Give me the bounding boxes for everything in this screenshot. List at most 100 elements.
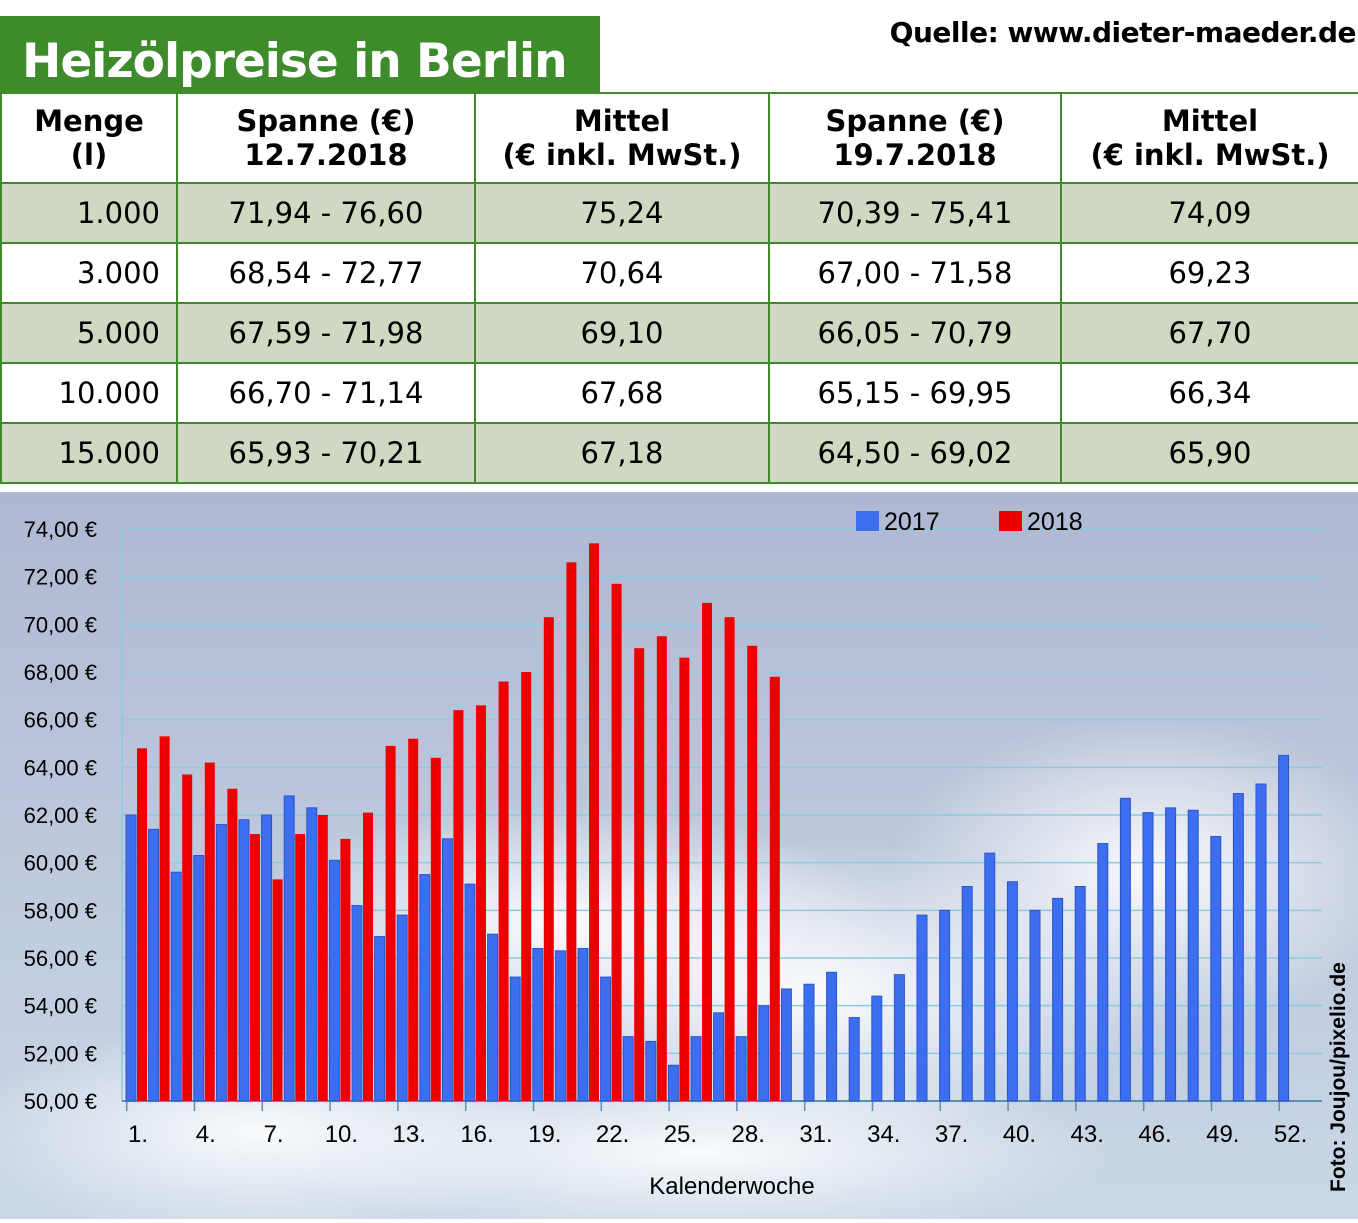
bar-2017-week-20 [554, 950, 566, 1102]
x-tick-label: 43. [1071, 1121, 1104, 1148]
x-tick-label: 4. [196, 1121, 216, 1148]
cell-quantity: 5.000 [0, 302, 178, 364]
column-header-mean-2: Mittel (€ inkl. MwSt.) [1060, 92, 1358, 184]
bar-2017-week-36 [916, 914, 928, 1102]
bar-2018-week-19 [543, 617, 554, 1101]
bar-2017-week-4 [193, 855, 205, 1102]
cell-mean-1: 69,10 [474, 302, 770, 364]
bar-2017-week-18 [509, 976, 521, 1102]
y-tick-label: 64,00 € [24, 755, 97, 780]
bar-2018-week-7 [272, 879, 283, 1101]
bar-2017-week-34 [871, 995, 883, 1102]
bar-2017-week-16 [464, 883, 476, 1102]
bar-2017-week-47 [1165, 807, 1177, 1102]
table-row: 1.000 71,94 - 76,60 75,24 70,39 - 75,41 … [0, 182, 1358, 244]
bar-2017-week-49 [1210, 835, 1222, 1102]
bar-2018-week-25 [679, 657, 690, 1101]
column-header-mean-1: Mittel (€ inkl. MwSt.) [474, 92, 770, 184]
bar-2017-week-9 [306, 807, 318, 1102]
bar-2018-week-26 [702, 602, 712, 1101]
cell-quantity: 3.000 [0, 242, 178, 304]
bar-2017-week-28 [735, 1036, 747, 1102]
x-tick-label: 28. [732, 1121, 765, 1148]
legend-label-2018: 2018 [1027, 508, 1083, 536]
bar-2018-week-17 [498, 681, 509, 1101]
bar-2018-week-8 [295, 834, 306, 1101]
bar-2018-week-23 [634, 648, 645, 1101]
bar-2017-week-31 [803, 983, 815, 1102]
bar-2018-week-10 [340, 838, 351, 1101]
cell-range-1: 67,59 - 71,98 [176, 302, 476, 364]
table-row: 10.000 66,70 - 71,14 67,68 65,15 - 69,95… [0, 362, 1358, 424]
cell-mean-1: 67,18 [474, 422, 770, 484]
bar-2018-week-2 [159, 736, 170, 1101]
bar-2017-week-40 [1006, 881, 1018, 1102]
bar-2017-week-10 [328, 859, 340, 1102]
x-tick-label: 52. [1274, 1121, 1307, 1148]
cell-quantity: 15.000 [0, 422, 178, 484]
weekly-price-chart: 50,00 € 52,00 € 54,00 € 56,00 € 58,00 € 60,00… [0, 492, 1358, 1223]
bar-2018-week-21 [589, 543, 599, 1101]
x-tick-label: 34. [867, 1121, 900, 1148]
cell-mean-2: 65,90 [1060, 422, 1358, 484]
bar-2017-week-17 [487, 933, 499, 1102]
bar-2018-week-22 [611, 583, 622, 1101]
bar-2018-week-14 [430, 757, 441, 1101]
bar-2017-week-29 [758, 1005, 770, 1102]
bar-2017-week-1 [125, 814, 137, 1102]
cell-mean-1: 67,68 [474, 362, 770, 424]
bar-2017-week-52 [1278, 754, 1290, 1102]
series-2018 [137, 543, 780, 1101]
x-tick-label: 13. [393, 1121, 426, 1148]
cell-mean-2: 74,09 [1060, 182, 1358, 244]
bar-2017-week-5 [215, 824, 227, 1102]
bar-2018-week-12 [385, 745, 396, 1101]
x-tick-label: 25. [664, 1121, 697, 1148]
cell-mean-2: 66,34 [1060, 362, 1358, 424]
cell-mean-2: 69,23 [1060, 242, 1358, 304]
bar-2018-week-11 [363, 812, 373, 1101]
bar-2018-week-27 [724, 617, 735, 1101]
bar-2017-week-39 [984, 852, 996, 1102]
x-tick-label: 37. [935, 1121, 968, 1148]
cell-range-2: 66,05 - 70,79 [768, 302, 1062, 364]
series-2017 [125, 754, 1290, 1102]
bar-2018-week-3 [182, 774, 193, 1101]
cell-quantity: 1.000 [0, 182, 178, 244]
table-row: 5.000 67,59 - 71,98 69,10 66,05 - 70,79 … [0, 302, 1358, 364]
bar-2018-week-1 [137, 748, 147, 1101]
y-tick-label: 68,00 € [24, 660, 97, 685]
x-tick-label: 46. [1138, 1121, 1171, 1148]
bar-2017-week-37 [939, 909, 951, 1102]
table-header-row: Menge (l) Spanne (€) 12.7.2018 Mittel (€… [0, 92, 1358, 184]
legend-label-2017: 2017 [884, 508, 940, 536]
bar-2017-week-44 [1097, 843, 1109, 1102]
chart-area: 50,00 € 52,00 € 54,00 € 56,00 € 58,00 € 60,00… [0, 492, 1358, 1223]
bar-2017-week-33 [848, 1017, 860, 1102]
y-tick-label: 70,00 € [24, 612, 97, 637]
bar-2017-week-35 [893, 974, 905, 1102]
cell-quantity: 10.000 [0, 362, 178, 424]
bar-2017-week-13 [396, 914, 408, 1102]
cell-range-1: 65,93 - 70,21 [176, 422, 476, 484]
bar-2017-week-3 [170, 871, 182, 1102]
cell-range-1: 71,94 - 76,60 [176, 182, 476, 244]
y-tick-label: 56,00 € [24, 946, 97, 971]
bar-2017-week-19 [532, 947, 544, 1102]
bar-2018-week-13 [408, 738, 419, 1101]
table-row: 3.000 68,54 - 72,77 70,64 67,00 - 71,58 … [0, 242, 1358, 304]
bar-2017-week-43 [1074, 886, 1086, 1102]
legend: 2017 2018 [856, 508, 1083, 536]
bar-2018-week-4 [204, 762, 215, 1101]
cell-mean-1: 75,24 [474, 182, 770, 244]
bar-2017-week-22 [600, 976, 612, 1102]
bar-2017-week-11 [351, 905, 363, 1102]
bar-2017-week-38 [961, 886, 973, 1102]
bar-2017-week-26 [690, 1036, 702, 1102]
y-tick-label: 54,00 € [24, 994, 97, 1019]
cell-mean-2: 67,70 [1060, 302, 1358, 364]
bar-2017-week-41 [1029, 909, 1041, 1102]
title-banner: Heizölpreise in Berlin [0, 16, 600, 92]
cell-range-2: 70,39 - 75,41 [768, 182, 1062, 244]
bar-2017-week-7 [261, 814, 273, 1102]
